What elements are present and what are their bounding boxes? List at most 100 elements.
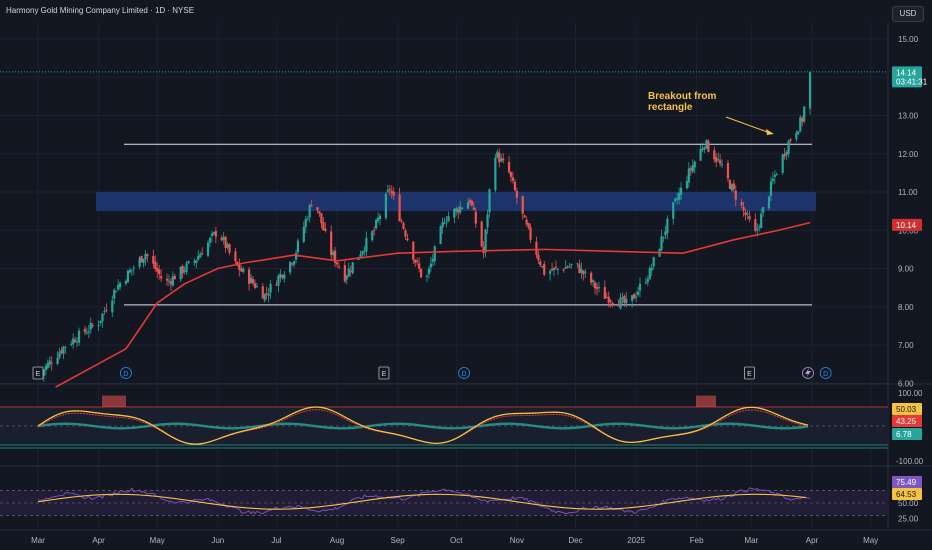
candle-body bbox=[453, 208, 456, 218]
candle-body bbox=[748, 215, 751, 220]
x-tick-label: Feb bbox=[690, 536, 704, 545]
x-tick-label: Apr bbox=[92, 536, 105, 545]
candle-body bbox=[330, 231, 333, 255]
candle-body bbox=[50, 362, 53, 364]
candle-body bbox=[281, 275, 284, 278]
candle-body bbox=[754, 219, 757, 231]
candle-body bbox=[292, 261, 296, 265]
candle-body bbox=[416, 260, 419, 262]
candle-body bbox=[609, 300, 612, 302]
candle-body bbox=[808, 71, 812, 109]
candle-body bbox=[398, 194, 401, 222]
candle-body bbox=[115, 291, 118, 293]
candle-body bbox=[337, 266, 341, 268]
rsi-tick-label: 50.00 bbox=[898, 499, 919, 508]
candle-body bbox=[523, 215, 526, 218]
candle-body bbox=[158, 269, 161, 275]
candle-body bbox=[332, 252, 335, 256]
x-tick-label: May bbox=[863, 536, 878, 545]
candle-body bbox=[789, 139, 792, 141]
candle-body bbox=[283, 274, 286, 279]
oscillator-value-badge-bg bbox=[892, 415, 922, 427]
candle-body bbox=[310, 205, 313, 207]
annotation-text: rectangle bbox=[648, 102, 693, 113]
candle-body bbox=[570, 264, 573, 266]
grid-lines bbox=[0, 22, 888, 530]
candle-body bbox=[693, 161, 696, 168]
rectangle-zone bbox=[96, 192, 816, 212]
candle-body bbox=[308, 205, 311, 218]
earnings-marker-label: E bbox=[747, 371, 752, 378]
candle-body bbox=[605, 296, 608, 298]
candle-body bbox=[652, 257, 655, 267]
candle-body bbox=[267, 293, 270, 296]
candle-body bbox=[361, 251, 364, 255]
event-marker-D bbox=[120, 367, 132, 379]
earnings-marker bbox=[32, 366, 44, 380]
candle-body bbox=[525, 219, 528, 225]
candle-body bbox=[224, 236, 227, 248]
candle-body bbox=[617, 304, 620, 307]
rsi-ma-line bbox=[37, 493, 807, 510]
candles bbox=[36, 71, 812, 382]
candle-body bbox=[744, 212, 747, 216]
candle-body bbox=[318, 211, 321, 214]
candle-body bbox=[676, 198, 679, 200]
event-marker-E bbox=[744, 366, 755, 380]
candle-body bbox=[322, 222, 325, 231]
candle-body bbox=[179, 266, 182, 280]
oscillator-value-badge: 6.78 bbox=[896, 430, 912, 439]
candle-body bbox=[64, 346, 67, 348]
candle-body bbox=[373, 229, 376, 231]
event-marker-D bbox=[819, 367, 832, 379]
candle-body bbox=[537, 254, 540, 261]
candle-body bbox=[103, 311, 106, 313]
candle-body bbox=[167, 280, 171, 282]
candle-body bbox=[705, 139, 708, 149]
candle-body bbox=[775, 174, 778, 176]
candle-body bbox=[582, 270, 585, 275]
candle-body bbox=[644, 282, 647, 284]
candle-body bbox=[554, 266, 558, 268]
candle-body bbox=[412, 241, 415, 260]
candle-body bbox=[439, 226, 442, 244]
candle-body bbox=[672, 202, 675, 219]
candle-body bbox=[238, 263, 241, 271]
rsi-value-badge: 75.49 bbox=[896, 478, 917, 487]
candle-body bbox=[431, 258, 434, 262]
last-price-badge-bg bbox=[892, 66, 922, 88]
candle-body bbox=[783, 153, 786, 157]
candle-body bbox=[679, 187, 683, 195]
candle-body bbox=[197, 256, 200, 260]
candle-body bbox=[206, 242, 210, 256]
candle-body bbox=[529, 227, 532, 240]
candle-body bbox=[527, 223, 530, 228]
earnings-marker-label: E bbox=[382, 371, 387, 378]
x-tick-label: Nov bbox=[510, 536, 524, 545]
candle-body bbox=[740, 202, 743, 206]
candle-body bbox=[365, 237, 368, 252]
currency-button[interactable]: USD bbox=[892, 6, 924, 22]
rsi-ma-value-badge-bg bbox=[892, 488, 922, 500]
candle-body bbox=[687, 168, 690, 183]
candle-body bbox=[513, 181, 517, 191]
candle-body bbox=[660, 236, 663, 251]
candle-body bbox=[648, 268, 651, 280]
candle-body bbox=[392, 191, 395, 196]
candle-body bbox=[60, 350, 63, 353]
candle-body bbox=[795, 132, 798, 140]
candle-body bbox=[335, 262, 339, 265]
candle-body bbox=[576, 263, 579, 265]
candle-body bbox=[552, 267, 556, 270]
candle-body bbox=[507, 161, 511, 173]
candle-body bbox=[611, 302, 614, 304]
symbol-title[interactable]: Harmony Gold Mining Company Limited · 1D… bbox=[6, 6, 195, 15]
candle-body bbox=[400, 221, 403, 223]
candle-body bbox=[277, 276, 280, 286]
candle-body bbox=[500, 158, 503, 162]
candle-body bbox=[664, 231, 667, 236]
candle-body bbox=[425, 275, 429, 277]
candle-body bbox=[756, 228, 759, 231]
candle-body bbox=[261, 286, 264, 299]
